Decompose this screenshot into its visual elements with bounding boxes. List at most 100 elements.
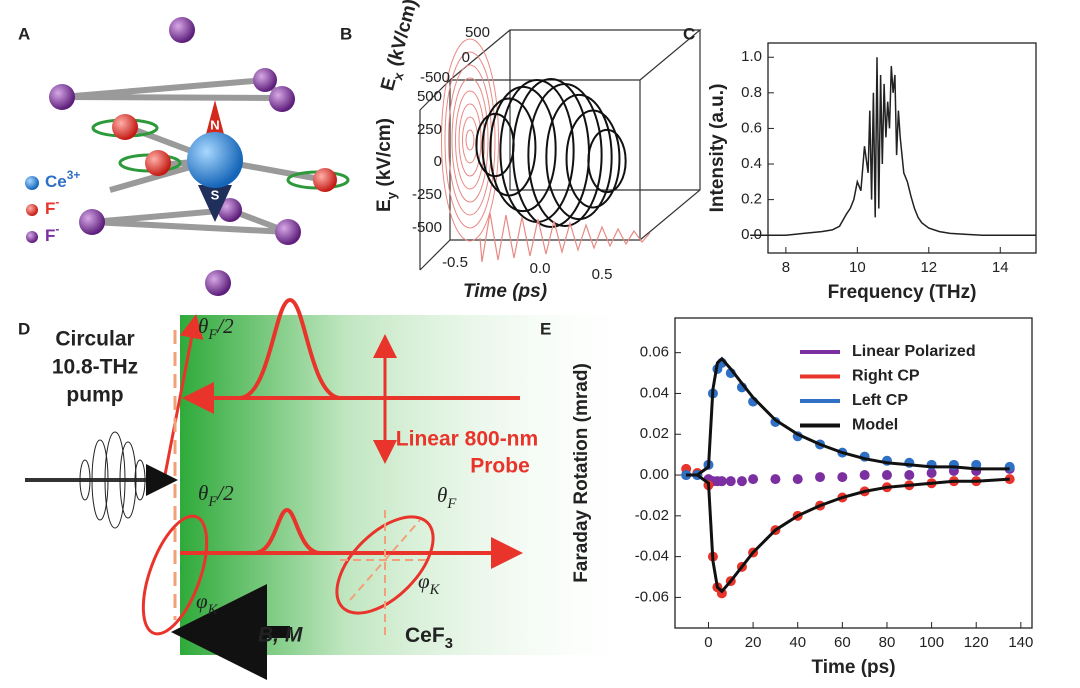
z-tick-label: -500 (420, 69, 450, 86)
data-point (881, 470, 892, 481)
x-tick-label: 60 (834, 634, 851, 651)
x-tick-label: 100 (919, 634, 944, 651)
text-part: θ (437, 483, 447, 507)
data-point (904, 470, 915, 481)
label: Ey (kV/cm) (374, 118, 399, 212)
atom-f (275, 219, 301, 245)
thz-pulse (79, 431, 146, 529)
text-part: (kV/cm) (374, 118, 395, 192)
data-point (815, 472, 826, 483)
x-tick-label: 10 (849, 259, 866, 276)
model-line (686, 356, 1010, 477)
data-point (681, 470, 692, 481)
pulse (239, 297, 341, 400)
probe-label: Linear 800-nm (396, 428, 538, 451)
legend-label: Right CP (852, 368, 920, 385)
x-tick-label: 14 (992, 259, 1009, 276)
ellipse (141, 514, 209, 636)
y-tick-label: -250 (412, 186, 442, 203)
data-point (748, 474, 759, 485)
atom-ce (187, 132, 243, 188)
text-part: /2 (216, 481, 234, 505)
pump-label: 10.8-THz (52, 356, 138, 379)
pulse (254, 507, 321, 555)
y-tick-label: -0.04 (635, 548, 669, 565)
text-part: F (446, 496, 457, 512)
trace-red (451, 77, 489, 203)
trace-red (465, 129, 475, 151)
x-tick-label: 0 (704, 634, 712, 651)
y-tick-label: 0.04 (640, 384, 669, 401)
label: θF/2 (198, 314, 234, 344)
panel-label: C (683, 24, 695, 43)
text-part: K (429, 582, 441, 598)
x-tick-label: 120 (964, 634, 989, 651)
legend-swatch (26, 231, 38, 243)
atom-f (253, 68, 277, 92)
panel-label: E (540, 319, 551, 338)
text-part: CeF (405, 624, 445, 647)
x-tick-label: 80 (879, 634, 896, 651)
data-point (859, 470, 870, 481)
trace-red (444, 51, 496, 229)
text-part: Ce (45, 172, 67, 191)
atom-f (49, 84, 75, 110)
text-part: x (390, 70, 407, 82)
x-axis-label: Time (ps) (811, 657, 895, 678)
text-part: F (45, 226, 55, 245)
trace-red (455, 90, 485, 190)
y-tick-label: 0.02 (640, 425, 669, 442)
text-part: φ (196, 589, 208, 613)
south-pole (198, 185, 232, 222)
x-tick-label: 140 (1008, 634, 1033, 651)
model-line (686, 473, 1010, 594)
y-tick-label: 500 (417, 88, 442, 105)
text-part: φ (418, 569, 430, 593)
pole-label: S (211, 187, 220, 202)
legend-swatch (26, 204, 38, 216)
trace-red (448, 64, 492, 216)
data-point (736, 476, 747, 487)
data-point (837, 472, 848, 483)
text-part: 3 (445, 636, 453, 652)
ellipse (335, 515, 435, 615)
legend-label: Model (852, 417, 898, 434)
x-axis-label: Time (ps) (463, 281, 547, 302)
atom-f (145, 150, 171, 176)
atom-f (205, 270, 231, 296)
y-tick-label: -500 (412, 219, 442, 236)
plot-frame (674, 317, 1033, 629)
x-tick-label: 20 (745, 634, 762, 651)
y-tick-label: 0 (434, 153, 442, 170)
x-tick-label: 0.5 (592, 266, 613, 283)
y-tick-label: 250 (417, 121, 442, 138)
legend-label: Linear Polarized (852, 343, 976, 360)
data-point (770, 474, 781, 485)
panel-label: A (18, 24, 30, 43)
y-axis-label: Faraday Rotation (mrad) (571, 363, 592, 583)
legend-label: Left CP (852, 392, 908, 409)
panel-d (25, 297, 650, 680)
z-tick-label: 500 (465, 24, 490, 41)
field-trace (441, 38, 651, 263)
pole-label: N (210, 117, 219, 132)
label: θF (437, 483, 457, 513)
polarization (163, 314, 204, 476)
x-tick-label: 40 (789, 634, 806, 651)
label: F- (45, 195, 59, 218)
text-part: θ (198, 481, 208, 505)
y-tick-label: 1.0 (741, 48, 762, 65)
y-tick-label: 0.6 (741, 119, 762, 136)
y-tick-label: 0.4 (741, 155, 762, 172)
x-axis-label: Frequency (THz) (828, 282, 977, 303)
spectrum (750, 57, 1036, 236)
pump-label: Circular (55, 328, 134, 351)
label: CeF3 (405, 624, 453, 652)
y-tick-label: -0.06 (635, 588, 669, 605)
atom-f (313, 168, 337, 192)
atom-f (79, 209, 105, 235)
data-point (926, 468, 937, 478)
atom-f (269, 86, 295, 112)
data-point (716, 476, 727, 487)
label: Ex (kV/cm) (377, 0, 425, 94)
